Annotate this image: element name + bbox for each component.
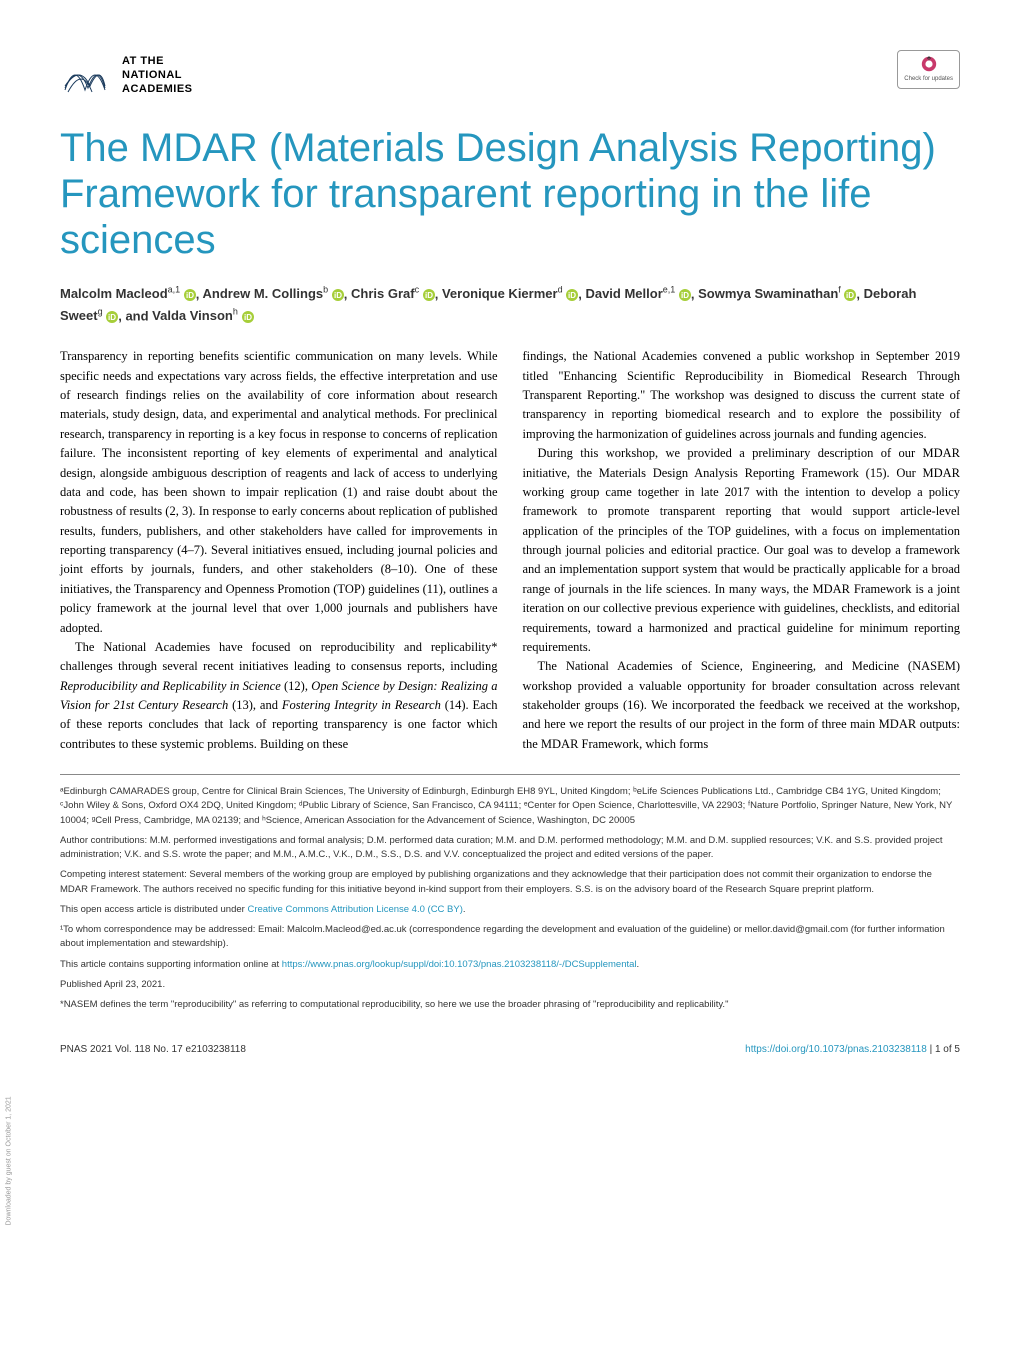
author-2: Andrew M. Collingsb [203, 286, 329, 301]
correspondence: ¹To whom correspondence may be addressed… [60, 923, 960, 952]
header-row: AT THE NATIONAL ACADEMIES Check for upda… [60, 50, 960, 100]
author-5: David Mellore,1 [585, 286, 675, 301]
academies-line1: AT THE [122, 54, 193, 68]
author-8: Valda Vinsonh [152, 308, 238, 323]
col2-p3: The National Academies of Science, Engin… [523, 657, 961, 754]
footer: PNAS 2021 Vol. 118 No. 17 e2103238118 ht… [60, 1042, 960, 1057]
check-updates-badge[interactable]: Check for updates [897, 50, 960, 89]
open-access-prefix: This open access article is distributed … [60, 904, 247, 915]
col1-p1: Transparency in reporting benefits scien… [60, 347, 498, 638]
orcid-icon: iD [332, 289, 344, 301]
author-3: Chris Grafc [351, 286, 419, 301]
published-date: Published April 23, 2021. [60, 978, 960, 992]
open-access-suffix: . [463, 904, 466, 915]
supplementary-info: This article contains supporting informa… [60, 958, 960, 972]
svg-text:iD: iD [334, 291, 342, 300]
orcid-icon: iD [242, 311, 254, 323]
article-title: The MDAR (Materials Design Analysis Repo… [60, 125, 960, 263]
academies-text: AT THE NATIONAL ACADEMIES [122, 54, 193, 97]
orcid-icon: iD [679, 289, 691, 301]
svg-text:iD: iD [568, 291, 576, 300]
academies-block: AT THE NATIONAL ACADEMIES [60, 50, 193, 100]
footer-citation: PNAS 2021 Vol. 118 No. 17 e2103238118 [60, 1042, 246, 1057]
open-access-statement: This open access article is distributed … [60, 903, 960, 917]
academies-logo-icon [60, 50, 110, 100]
nasem-footnote: *NASEM defines the term "reproducibility… [60, 998, 960, 1012]
author-4: Veronique Kiermerd [442, 286, 563, 301]
body-columns: Transparency in reporting benefits scien… [60, 347, 960, 754]
svg-text:iD: iD [681, 291, 689, 300]
svg-text:iD: iD [108, 313, 116, 322]
svg-text:iD: iD [425, 291, 433, 300]
column-right: findings, the National Academies convene… [523, 347, 961, 754]
divider [60, 774, 960, 775]
column-left: Transparency in reporting benefits scien… [60, 347, 498, 754]
svg-text:iD: iD [846, 291, 854, 300]
check-updates-label: Check for updates [904, 75, 953, 84]
supplementary-prefix: This article contains supporting informa… [60, 959, 282, 970]
orcid-icon: iD [844, 289, 856, 301]
supplementary-suffix: . [637, 959, 640, 970]
doi-link[interactable]: https://doi.org/10.1073/pnas.2103238118 [745, 1044, 927, 1055]
cc-license-link[interactable]: Creative Commons Attribution License 4.0… [247, 904, 462, 915]
orcid-icon: iD [106, 311, 118, 323]
academies-line2: NATIONAL [122, 68, 193, 82]
competing-interest: Competing interest statement: Several me… [60, 868, 960, 897]
check-updates-icon [920, 55, 938, 73]
supplementary-link[interactable]: https://www.pnas.org/lookup/suppl/doi:10… [282, 959, 637, 970]
authors-list: Malcolm Macleoda,1 iD, Andrew M. Colling… [60, 283, 960, 327]
col2-p1: findings, the National Academies convene… [523, 347, 961, 444]
author-contributions: Author contributions: M.M. performed inv… [60, 834, 960, 863]
author-6: Sowmya Swaminathanf [698, 286, 841, 301]
author-1: Malcolm Macleoda,1 [60, 286, 180, 301]
affiliations: ᵃEdinburgh CAMARADES group, Centre for C… [60, 785, 960, 828]
svg-text:iD: iD [186, 291, 194, 300]
col1-p2: The National Academies have focused on r… [60, 638, 498, 754]
page-number: | 1 of 5 [927, 1044, 960, 1055]
academies-line3: ACADEMIES [122, 82, 193, 96]
download-watermark: Downloaded by guest on October 1, 2021 [5, 1096, 16, 1225]
orcid-icon: iD [184, 289, 196, 301]
orcid-icon: iD [566, 289, 578, 301]
orcid-icon: iD [423, 289, 435, 301]
col2-p2: During this workshop, we provided a prel… [523, 444, 961, 657]
footer-doi: https://doi.org/10.1073/pnas.2103238118 … [745, 1042, 960, 1057]
svg-text:iD: iD [244, 313, 252, 322]
